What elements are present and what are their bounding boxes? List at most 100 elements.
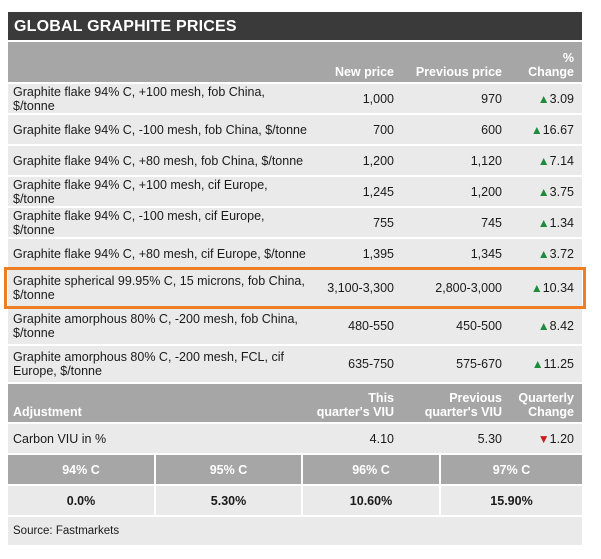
this-quarter-line2: quarter's VIU xyxy=(316,405,394,419)
carbon-viu-prev: 5.30 xyxy=(477,431,502,446)
highlighted-row-wrapper: Graphite spherical 99.95% C, 15 microns,… xyxy=(4,267,586,309)
table-title: GLOBAL GRAPHITE PRICES xyxy=(8,12,582,40)
previous-price: 600 xyxy=(481,122,502,137)
up-arrow-icon: ▲ xyxy=(537,319,550,333)
product-column-header xyxy=(8,42,309,82)
graphite-prices-table: GLOBAL GRAPHITE PRICES New price Previou… xyxy=(4,12,586,545)
previous-price: 2,800-3,000 xyxy=(435,281,502,295)
previous-price: 575-670 xyxy=(456,357,502,371)
carbon-viu-this: 4.10 xyxy=(369,431,394,446)
quarterly-change-header: Quarterly Change xyxy=(510,384,582,422)
percent-change: ▲7.14 xyxy=(510,154,582,168)
adjustment-label: Adjustment xyxy=(13,405,82,419)
column-header-row: New price Previous price % Change xyxy=(8,40,582,82)
previous-price: 1,120 xyxy=(470,153,502,168)
table-row: Graphite amorphous 80% C, -200 mesh, fob… xyxy=(8,306,582,344)
percent-change: ▲3.09 xyxy=(510,92,582,106)
product-name: Graphite flake 94% C, -100 mesh, fob Chi… xyxy=(13,122,307,137)
percent-change: ▲3.75 xyxy=(510,185,582,199)
up-arrow-icon: ▲ xyxy=(537,184,550,199)
product-name: Graphite flake 94% C, -100 mesh, cif Eur… xyxy=(13,208,265,237)
grade-94-value: 0.0% xyxy=(66,493,96,508)
change-value: 1.20 xyxy=(549,431,574,446)
percent-change: ▲11.25 xyxy=(510,357,582,371)
product-name: Graphite flake 94% C, +80 mesh, cif Euro… xyxy=(13,246,306,261)
table-row: Graphite flake 94% C, +100 mesh, cif Eur… xyxy=(8,175,582,206)
percent-change: ▲16.67 xyxy=(510,123,582,137)
percent-change: ▲1.34 xyxy=(510,216,582,230)
change-header-line1: % xyxy=(562,51,574,65)
change-value: 7.14 xyxy=(549,153,574,168)
previous-quarter-line2: quarter's VIU xyxy=(424,405,502,419)
carbon-viu-row: Carbon VIU in % 4.10 5.30 ▼1.20 xyxy=(8,422,582,453)
table-row: Graphite flake 94% C, +100 mesh, fob Chi… xyxy=(8,82,582,113)
up-arrow-icon: ▲ xyxy=(537,215,550,230)
grade-value-row: 0.0% 5.30% 10.60% 15.90% xyxy=(8,484,582,515)
carbon-viu-change: ▼1.20 xyxy=(510,432,582,446)
quarterly-change-line1: Quarterly xyxy=(518,391,574,405)
previous-price-header: Previous price xyxy=(415,65,502,79)
source-note: Source: Fastmarkets xyxy=(8,515,582,545)
new-price: 3,100-3,300 xyxy=(327,281,394,295)
table-row: Graphite flake 94% C, +80 mesh, cif Euro… xyxy=(8,237,582,268)
up-arrow-icon: ▲ xyxy=(537,246,550,261)
new-price: 700 xyxy=(373,122,394,137)
down-arrow-icon: ▼ xyxy=(537,431,550,446)
grade-96-value: 10.60% xyxy=(301,486,439,515)
percent-change: ▲3.72 xyxy=(510,247,582,261)
previous-quarter-line1: Previous xyxy=(449,391,502,405)
product-name: Graphite amorphous 80% C, -200 mesh, FCL… xyxy=(13,350,284,378)
table-row: Graphite amorphous 80% C, -200 mesh, FCL… xyxy=(8,344,582,382)
change-value: 1.34 xyxy=(549,215,574,230)
new-price: 1,245 xyxy=(362,184,394,199)
previous-price: 745 xyxy=(481,215,502,230)
quarterly-change-line2: Change xyxy=(528,405,574,419)
grade-header-row: 94% C 95% C 96% C 97% C xyxy=(8,453,582,484)
change-header: % Change xyxy=(510,42,582,82)
new-price: 1,000 xyxy=(362,91,394,106)
grade-97-value: 15.90% xyxy=(439,486,582,515)
change-value: 3.09 xyxy=(549,91,574,106)
carbon-viu-label: Carbon VIU in % xyxy=(13,431,107,446)
up-arrow-icon: ▲ xyxy=(537,153,550,168)
new-price: 1,200 xyxy=(362,153,394,168)
change-value: 8.42 xyxy=(549,319,574,333)
adjustment-header-row: Adjustment This quarter's VIU Previous qua… xyxy=(8,382,582,422)
grade-96-header: 96% C xyxy=(301,455,439,484)
previous-price: 970 xyxy=(481,91,502,106)
up-arrow-icon: ▲ xyxy=(531,357,544,371)
percent-change: ▲8.42 xyxy=(510,319,582,333)
up-arrow-icon: ▲ xyxy=(530,122,543,137)
table-row: Graphite flake 94% C, +80 mesh, fob Chin… xyxy=(8,144,582,175)
new-price: 480-550 xyxy=(348,319,394,333)
table-row-highlighted: Graphite spherical 99.95% C, 15 microns,… xyxy=(8,268,582,306)
grade-95-value: 5.30% xyxy=(154,486,301,515)
product-name: Graphite amorphous 80% C, -200 mesh, fob… xyxy=(13,312,298,340)
product-name: Graphite flake 94% C, +100 mesh, cif Eur… xyxy=(13,177,268,206)
new-price-header: New price xyxy=(334,65,394,79)
new-price: 635-750 xyxy=(348,357,394,371)
this-quarter-line1: This xyxy=(368,391,394,405)
new-price: 755 xyxy=(373,215,394,230)
grade-94-header: 94% C xyxy=(62,462,100,477)
new-price: 1,395 xyxy=(362,246,394,261)
change-value: 16.67 xyxy=(542,122,574,137)
up-arrow-icon: ▲ xyxy=(537,91,550,106)
product-name: Graphite flake 94% C, +80 mesh, fob Chin… xyxy=(13,153,304,168)
percent-change: ▲10.34 xyxy=(510,281,582,295)
previous-price: 450-500 xyxy=(456,319,502,333)
product-name: Graphite flake 94% C, +100 mesh, fob Chi… xyxy=(13,84,265,113)
change-value: 11.25 xyxy=(543,357,574,371)
grade-95-header: 95% C xyxy=(154,455,301,484)
change-value: 3.75 xyxy=(549,184,574,199)
change-value: 3.72 xyxy=(549,246,574,261)
product-name: Graphite spherical 99.95% C, 15 microns,… xyxy=(13,274,305,302)
this-quarter-viu-header: This quarter's VIU xyxy=(309,384,402,422)
table-row: Graphite flake 94% C, -100 mesh, fob Chi… xyxy=(8,113,582,144)
up-arrow-icon: ▲ xyxy=(530,281,543,295)
previous-quarter-viu-header: Previous quarter's VIU xyxy=(402,384,510,422)
table-row: Graphite flake 94% C, -100 mesh, cif Eur… xyxy=(8,206,582,237)
change-value: 10.34 xyxy=(542,281,574,295)
previous-price: 1,345 xyxy=(470,246,502,261)
grade-97-header: 97% C xyxy=(439,455,582,484)
